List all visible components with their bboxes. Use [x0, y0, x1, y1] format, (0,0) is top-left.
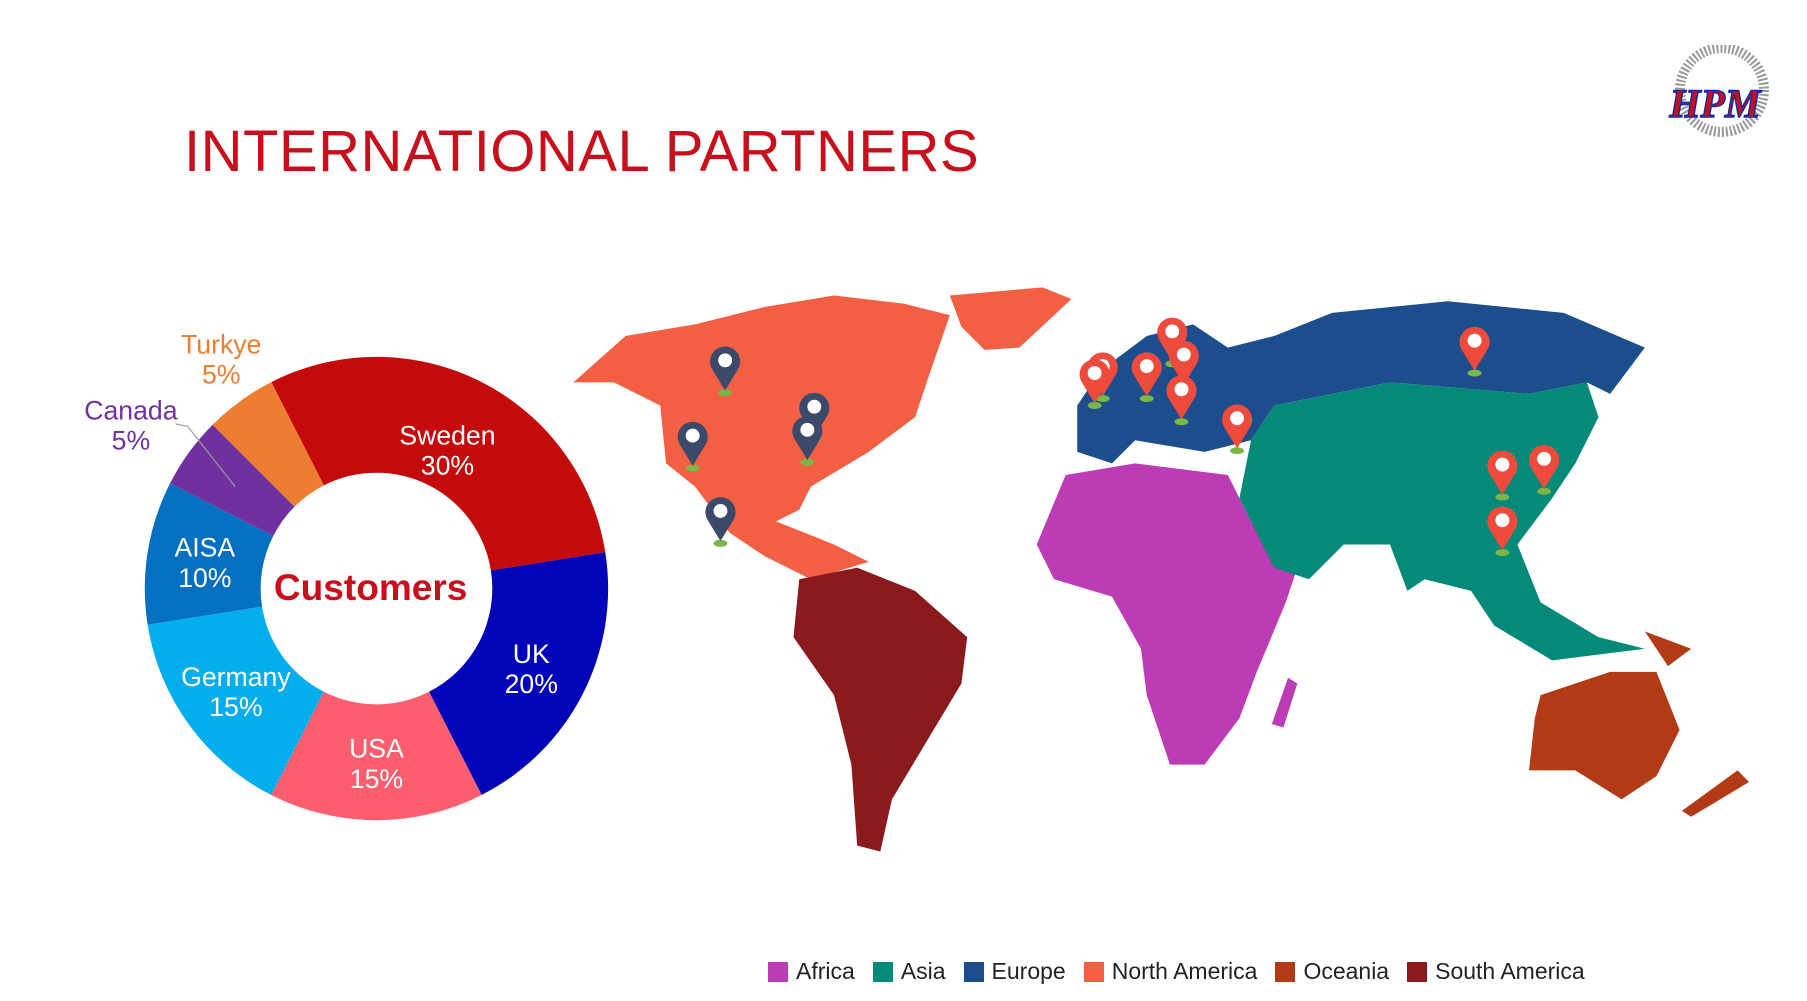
legend-swatch	[1407, 961, 1428, 982]
slice-usa	[271, 691, 482, 821]
hpm-logo: HPM	[1660, 43, 1775, 140]
legend-label: North America	[1111, 958, 1258, 984]
legend-swatch	[1275, 961, 1296, 982]
map-pin-icon[interactable]	[705, 497, 736, 547]
customers-donut-chart: Sweden30%UK20%USA15%Germany15%AISA10%Can…	[84, 329, 609, 821]
continent-africa	[1036, 463, 1298, 765]
slice-label: UK	[513, 639, 550, 669]
slice-canada	[170, 424, 295, 536]
legend-label: Asia	[900, 958, 946, 984]
legend-item-africa: Africa	[768, 958, 855, 985]
legend-swatch	[768, 961, 788, 982]
map-pin-icon[interactable]	[1529, 444, 1560, 495]
legend-swatch	[963, 961, 984, 982]
map-pin-icon[interactable]	[1222, 404, 1253, 455]
slice-sweden	[271, 356, 606, 571]
location-pins	[677, 317, 1560, 557]
legend-item-asia: Asia	[872, 958, 946, 985]
continent-europe	[1077, 301, 1645, 464]
map-pin-icon[interactable]	[677, 421, 708, 472]
legend-item-oceania: Oceania	[1275, 958, 1389, 985]
madagascar	[1271, 677, 1298, 728]
continent-oceania	[1529, 671, 1680, 800]
map-pin-icon[interactable]	[1487, 506, 1518, 557]
slice-value-label: 10%	[178, 563, 231, 593]
slice-label: Sweden	[399, 421, 495, 451]
map-pin-icon[interactable]	[710, 346, 741, 397]
map-pin-icon[interactable]	[1459, 326, 1490, 377]
donut-center-label: Customers	[274, 566, 468, 608]
legend-label: Oceania	[1303, 958, 1390, 984]
map-pin-icon[interactable]	[1131, 352, 1162, 403]
legend-swatch	[1083, 961, 1104, 982]
map-pin-icon[interactable]	[792, 416, 823, 466]
slice-value-label: 20%	[505, 669, 558, 699]
legend-label: Africa	[796, 958, 855, 984]
slice-uk	[429, 552, 609, 795]
world-map	[573, 287, 1750, 852]
slice-value-label: 15%	[350, 764, 403, 794]
new-guinea	[1644, 631, 1692, 667]
slice-aisa	[144, 483, 274, 625]
continent-south-america	[793, 567, 968, 852]
map-pin-icon[interactable]	[1487, 450, 1518, 501]
slice-label: Canada	[84, 395, 177, 425]
map-pin-icon[interactable]	[1079, 359, 1110, 409]
new-zealand	[1681, 770, 1750, 817]
slice-label: Turkye	[181, 329, 261, 359]
slice-label: AISA	[175, 533, 236, 563]
continent-north-america	[573, 295, 950, 580]
legend-swatch	[872, 961, 893, 982]
logo-text: HPM	[1668, 81, 1762, 126]
legend-item-europe: Europe	[963, 958, 1066, 985]
map-pin-icon[interactable]	[1166, 375, 1197, 426]
map-legend: Africa Asia Europe North America Oceania Sout…	[768, 958, 1585, 985]
slice-value-label: 5%	[112, 426, 150, 456]
legend-item-south-america: South America	[1407, 958, 1585, 985]
slice-germany	[147, 606, 324, 795]
page-title: INTERNATIONAL PARTNERS	[184, 119, 980, 184]
slice-label: Germany	[181, 662, 291, 692]
slice-label: USA	[349, 734, 404, 764]
slice-value-label: 5%	[202, 360, 240, 390]
slice-turkye	[212, 382, 324, 507]
slice-value-label: 15%	[209, 692, 262, 722]
legend-label: Europe	[991, 958, 1066, 984]
continent-asia	[1239, 382, 1645, 661]
slice-value-label: 30%	[421, 451, 474, 481]
legend-item-north-america: North America	[1083, 958, 1258, 985]
legend-label: South America	[1435, 958, 1585, 984]
greenland	[949, 287, 1072, 350]
canada-leader-line	[175, 423, 236, 487]
